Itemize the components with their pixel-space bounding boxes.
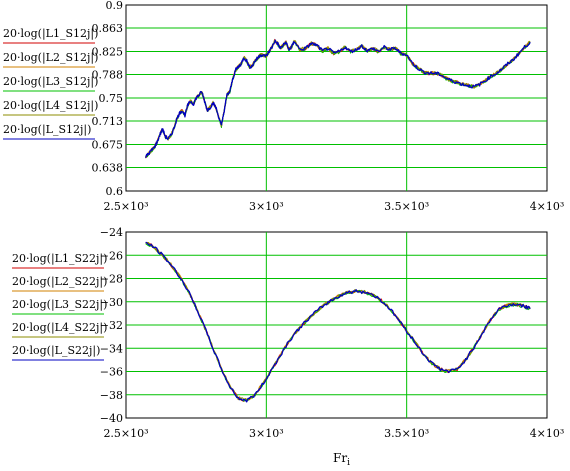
y-tick-label: −28 bbox=[100, 273, 123, 286]
y-tick-label: 0.825 bbox=[92, 46, 124, 59]
y-tick-label: 0.863 bbox=[92, 22, 124, 35]
y-tick-label: −36 bbox=[100, 366, 123, 379]
legend-entry: 20·log(|L_S12j|) bbox=[3, 123, 91, 137]
x-tick-label: 3×10³ bbox=[249, 427, 284, 440]
x-tick-label: 3.5×10³ bbox=[384, 427, 429, 440]
y-tick-label: 0.9 bbox=[106, 0, 124, 12]
y-tick-label: 0.788 bbox=[92, 68, 124, 81]
series-line bbox=[145, 39, 531, 158]
y-tick-label: 0.713 bbox=[92, 115, 124, 128]
legend-entry: 20·log(|L2_S12j|) bbox=[3, 51, 98, 65]
legend-entry: 20·log(|L2_S22j|) bbox=[12, 275, 107, 289]
x-axis-label: Fri bbox=[333, 451, 350, 468]
y-tick-label: 0.75 bbox=[99, 92, 124, 105]
legend-entry: 20·log(|L_S22j|) bbox=[12, 344, 100, 358]
x-tick-label: 3.5×10³ bbox=[384, 200, 429, 213]
y-tick-label: 0.638 bbox=[92, 161, 124, 174]
y-tick-label: −40 bbox=[100, 412, 123, 425]
x-tick-label: 2.5×10³ bbox=[103, 200, 148, 213]
legend-entry: 20·log(|L3_S22j|) bbox=[12, 298, 107, 312]
legend-entry: 20·log(|L1_S22j|) bbox=[12, 252, 107, 266]
legend-entry: 20·log(|L4_S12j|) bbox=[3, 99, 98, 113]
y-tick-label: −32 bbox=[100, 319, 123, 332]
top-chart: 0.6 0.638 0.675 0.713 0.75 0.788 0.825 0.863 0.9… bbox=[3, 0, 564, 213]
y-tick-label: −24 bbox=[100, 226, 123, 239]
y-tick-label: 0.675 bbox=[92, 139, 124, 152]
x-tick-label: 2.5×10³ bbox=[103, 427, 148, 440]
y-tick-label: −38 bbox=[100, 389, 123, 402]
y-tick-label: −34 bbox=[100, 342, 123, 355]
legend-entry: 20·log(|L1_S12j|) bbox=[3, 27, 98, 41]
legend-entry: 20·log(|L3_S12j|) bbox=[3, 75, 98, 89]
x-tick-label: 4×10³ bbox=[530, 200, 565, 213]
y-tick-label: 0.6 bbox=[106, 185, 124, 198]
legend-entry: 20·log(|L4_S22j|) bbox=[12, 321, 107, 335]
y-tick-label: −30 bbox=[100, 296, 123, 309]
y-tick-label: −26 bbox=[100, 249, 123, 262]
x-tick-label: 4×10³ bbox=[530, 427, 565, 440]
bottom-chart: −40 −38 −36 −34 −32 −30 −28 −26 −24 2.5×10³ 3×10³ 3… bbox=[12, 226, 564, 468]
series-line bbox=[145, 241, 531, 403]
x-tick-label: 3×10³ bbox=[249, 200, 284, 213]
